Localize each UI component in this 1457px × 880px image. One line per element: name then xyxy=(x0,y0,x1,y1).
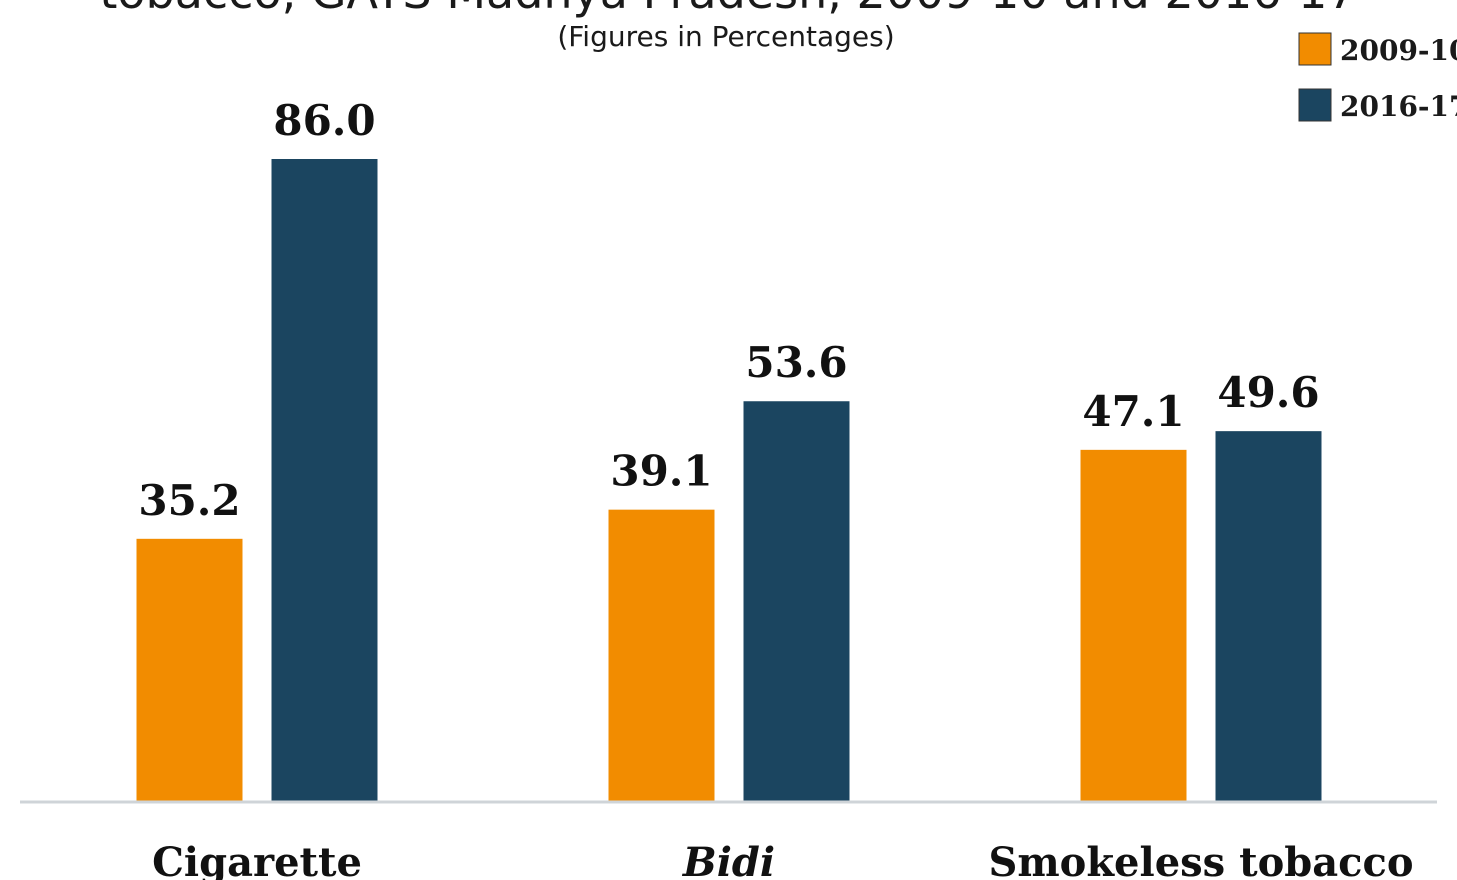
chart-title: tobacco, GATS Madhya Pradesh, 2009-10 an… xyxy=(99,0,1356,19)
bar-smokeless-tobacco-2016-17 xyxy=(1215,431,1322,802)
category-labels: Cigarette Bidi Smokeless tobacco xyxy=(152,839,1413,880)
legend-label: 2009-10 xyxy=(1340,34,1457,67)
chart-subtitle: (Figures in Percentages) xyxy=(557,20,894,53)
bar-cigarette-2016-17 xyxy=(271,159,378,802)
data-label: 35.2 xyxy=(138,476,240,525)
data-label: 47.1 xyxy=(1082,387,1184,436)
legend-swatch xyxy=(1298,32,1332,66)
data-label: 53.6 xyxy=(745,338,847,387)
data-label: 49.6 xyxy=(1217,368,1319,417)
chart-legend: 2009-10 2016-17 xyxy=(1298,32,1457,123)
legend-swatch xyxy=(1298,88,1332,122)
plot-area: 35.2 86.0 39.1 53.6 47.1 49.6 xyxy=(136,96,1322,802)
legend-label: 2016-17 xyxy=(1340,90,1457,123)
category-label: Smokeless tobacco xyxy=(988,839,1413,880)
category-label: Bidi xyxy=(682,839,775,880)
bar-bidi-2009-10 xyxy=(608,509,715,802)
bar-bidi-2016-17 xyxy=(743,401,850,802)
data-label: 39.1 xyxy=(610,447,712,496)
category-label: Cigarette xyxy=(152,839,362,880)
data-label: 86.0 xyxy=(273,96,375,145)
bar-smokeless-tobacco-2009-10 xyxy=(1080,449,1187,802)
bar-cigarette-2009-10 xyxy=(136,538,243,802)
